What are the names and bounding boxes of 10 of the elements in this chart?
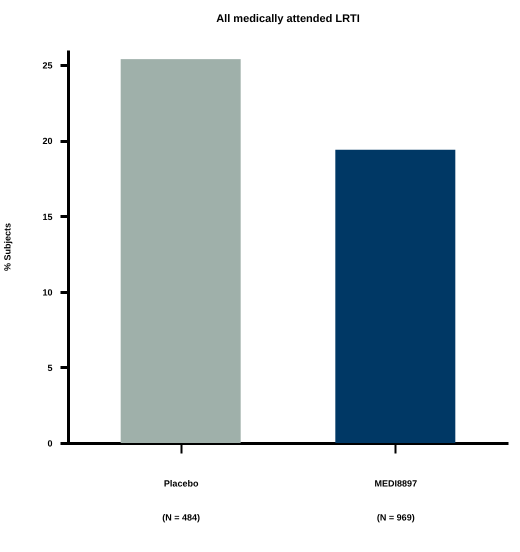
- y-tick-label: 20: [42, 136, 52, 146]
- y-tick-label: 15: [42, 212, 52, 222]
- chart-title: All medically attended LRTI: [216, 13, 360, 25]
- category-label: Placebo (N = 484): [162, 478, 200, 522]
- y-tick-label: 0: [47, 438, 52, 448]
- y-tick-label: 10: [42, 287, 52, 298]
- y-axis-title: % Subjects: [2, 222, 12, 272]
- category-label: MEDI8897 (N = 969): [374, 478, 418, 522]
- y-tick-label: 5: [47, 362, 52, 373]
- y-tick-label: 25: [42, 60, 52, 71]
